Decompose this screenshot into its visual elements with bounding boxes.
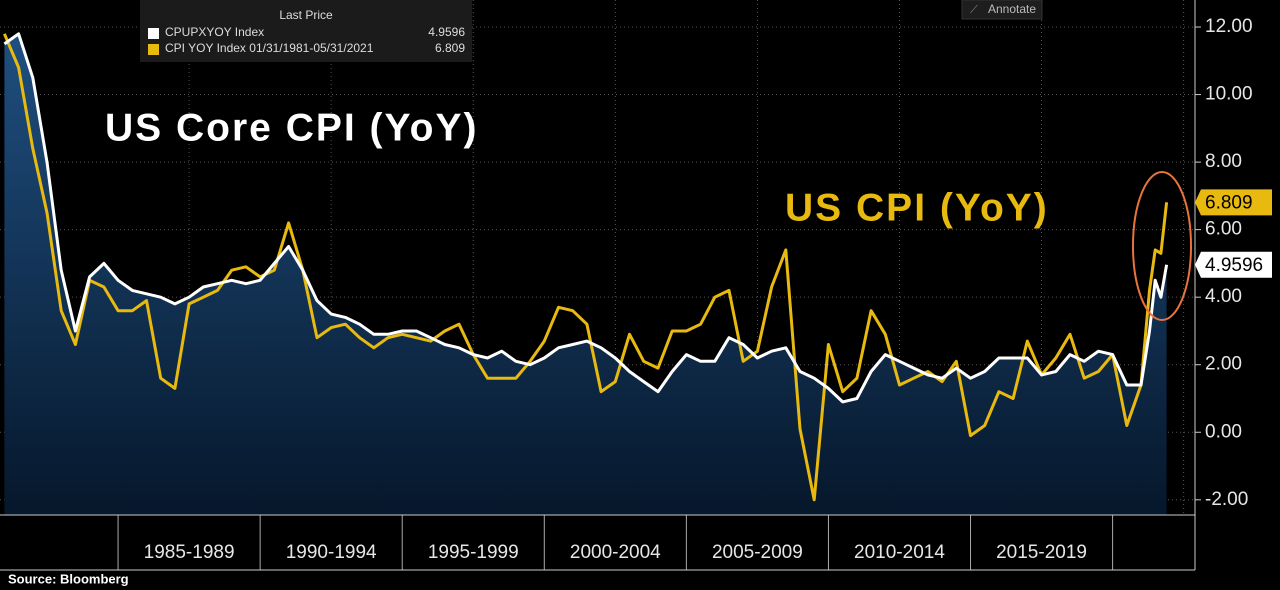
x-tick-label: 2005-2009 <box>712 542 803 563</box>
area-fill <box>4 33 1167 516</box>
y-tick-label: 2.00 <box>1205 354 1242 375</box>
legend-entry: CPI YOY Index 01/31/1981-05/31/2021 <box>165 41 374 55</box>
annotate-button[interactable] <box>961 0 1043 20</box>
x-tick-label: 2000-2004 <box>570 542 661 563</box>
legend-swatch <box>148 28 159 39</box>
last-value-label: 6.809 <box>1205 192 1253 213</box>
last-value-label: 4.9596 <box>1205 255 1263 276</box>
x-tick-label: 1985-1989 <box>144 542 235 563</box>
source: Source: Bloomberg <box>8 571 129 586</box>
y-tick-label: 0.00 <box>1205 421 1242 442</box>
series-line <box>3 32 1169 404</box>
y-tick-label: 6.00 <box>1205 219 1242 240</box>
legend-value: 4.9596 <box>428 25 465 39</box>
y-tick-label: 4.00 <box>1205 286 1242 307</box>
plot <box>0 0 1195 516</box>
series-line <box>3 33 1169 502</box>
annotate-label[interactable]: Annotate <box>988 2 1036 16</box>
annotation: US Core CPI (YoY) <box>105 106 478 149</box>
x-tick-label: 1990-1994 <box>286 542 377 563</box>
highlight-ellipse <box>1132 171 1192 321</box>
x-tick-label: 2015-2019 <box>996 542 1087 563</box>
legend-value: 6.809 <box>435 41 465 55</box>
legend-entry: CPUPXYOY Index <box>165 25 264 39</box>
y-tick-label: -2.00 <box>1205 489 1248 510</box>
last-value-badge <box>1195 251 1272 278</box>
legend-header: Last Price <box>279 8 333 22</box>
x-tick-label: 1995-1999 <box>428 542 519 563</box>
annotation: US CPI (YoY) <box>785 186 1049 229</box>
x-tick-label: 2010-2014 <box>854 542 945 563</box>
y-tick-label: 12.00 <box>1205 16 1253 37</box>
y-tick-label: 10.00 <box>1205 84 1253 105</box>
pencil-icon: ⟋ <box>970 4 978 16</box>
y-tick-label: 8.00 <box>1205 151 1242 172</box>
legend-swatch <box>148 44 159 55</box>
legend-box <box>140 0 472 62</box>
last-value-badge <box>1195 189 1272 216</box>
